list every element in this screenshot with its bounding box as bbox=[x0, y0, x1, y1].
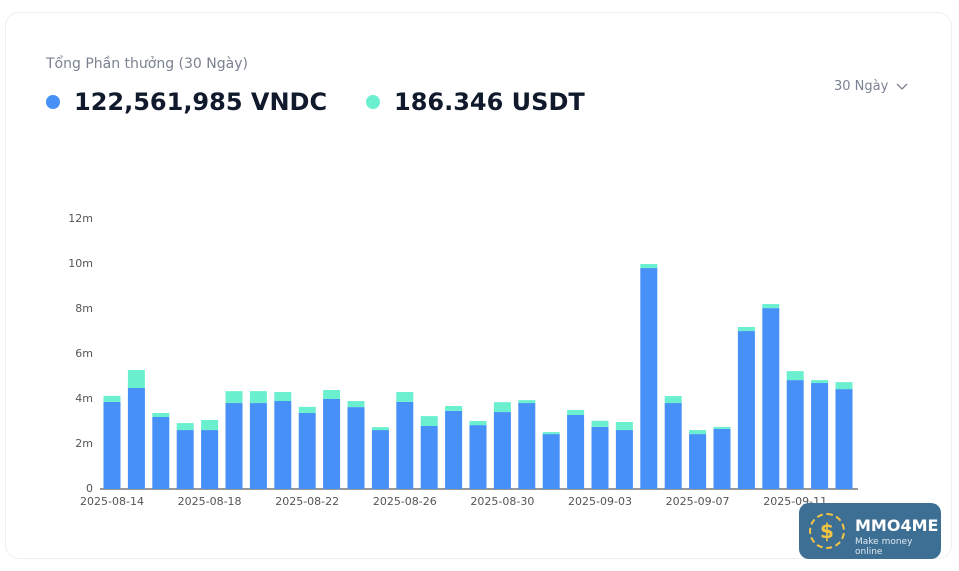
bar-segment bbox=[786, 380, 804, 489]
bar-segment bbox=[591, 426, 609, 489]
period-dropdown[interactable]: 30 Ngày bbox=[834, 79, 908, 94]
bar-segment bbox=[640, 264, 658, 269]
bar-segment bbox=[152, 412, 170, 417]
bar-segment bbox=[518, 400, 536, 404]
bar-segment bbox=[225, 403, 243, 489]
bar-segment bbox=[664, 403, 682, 489]
bar-segment bbox=[786, 371, 804, 381]
y-tick-label: 0 bbox=[86, 482, 93, 495]
bar-segment bbox=[493, 402, 511, 413]
bar-segment bbox=[249, 403, 267, 489]
legend-item: 186.346 USDT bbox=[366, 88, 585, 116]
bar-segment bbox=[201, 419, 219, 431]
bar-segment bbox=[298, 406, 316, 413]
card bbox=[5, 12, 952, 559]
bar-segment bbox=[762, 308, 780, 489]
legend-item: 122,561,985 VNDC bbox=[46, 88, 327, 116]
bar-segment bbox=[298, 412, 316, 489]
bar-segment bbox=[615, 421, 633, 431]
bar-segment bbox=[396, 392, 414, 402]
legend-swatch bbox=[46, 95, 60, 109]
y-tick-label: 8m bbox=[75, 302, 93, 315]
bar-segment bbox=[176, 430, 194, 489]
x-tick-label: 2025-08-30 bbox=[470, 495, 534, 508]
x-tick-label: 2025-08-18 bbox=[178, 495, 242, 508]
legend-label: 122,561,985 VNDC bbox=[74, 88, 328, 116]
bar-segment bbox=[127, 369, 145, 388]
bar-segment bbox=[811, 383, 829, 489]
bar-segment bbox=[371, 427, 389, 431]
bar-segment bbox=[713, 428, 731, 489]
x-tick-label: 2025-09-07 bbox=[666, 495, 730, 508]
x-tick-label: 2025-08-14 bbox=[80, 495, 144, 508]
bar-segment bbox=[274, 392, 292, 402]
y-tick-label: 10m bbox=[68, 257, 93, 270]
x-tick-label: 2025-08-22 bbox=[275, 495, 339, 508]
bar-segment bbox=[835, 382, 853, 390]
bar-segment bbox=[249, 391, 267, 404]
bar-segment bbox=[591, 420, 609, 427]
card-title: Tổng Phần thưởng (30 Ngày) bbox=[46, 56, 248, 72]
bar-segment bbox=[737, 331, 755, 489]
bar-segment bbox=[127, 387, 145, 489]
x-tick-label: 2025-08-26 bbox=[373, 495, 437, 508]
bar-segment bbox=[567, 410, 585, 415]
bar-segment bbox=[615, 430, 633, 489]
bar-segment bbox=[640, 268, 658, 489]
bar-segment bbox=[469, 425, 487, 489]
bar-segment bbox=[469, 421, 487, 426]
bar-segment bbox=[713, 426, 731, 429]
y-tick-label: 4m bbox=[75, 392, 93, 405]
bar-segment bbox=[323, 399, 341, 489]
bar-segment bbox=[347, 407, 365, 489]
y-tick-label: 12m bbox=[68, 212, 93, 225]
brand: MMO4ME bbox=[855, 516, 939, 535]
bar-segment bbox=[225, 391, 243, 404]
bar-segment bbox=[176, 423, 194, 431]
bar-segment bbox=[811, 380, 829, 384]
bar-segment bbox=[201, 430, 219, 489]
bar-segment bbox=[493, 412, 511, 489]
y-tick-label: 2m bbox=[75, 437, 93, 450]
watermark: $ MMO4ME Make money online bbox=[799, 503, 941, 559]
bar-segment bbox=[420, 426, 438, 489]
bar-segment bbox=[567, 414, 585, 489]
bar-segment bbox=[542, 434, 560, 489]
bar-segment bbox=[689, 430, 707, 435]
legend-label: 186.346 USDT bbox=[394, 88, 585, 116]
bar-segment bbox=[445, 405, 463, 411]
bar-segment bbox=[323, 390, 341, 399]
bar-segment bbox=[518, 403, 536, 489]
chevron bbox=[896, 83, 908, 90]
bar-segment bbox=[542, 432, 560, 435]
bar-segment bbox=[274, 401, 292, 489]
bar-segment bbox=[420, 416, 438, 426]
tagline: Make money online bbox=[855, 537, 913, 557]
bar-segment bbox=[371, 430, 389, 489]
bar-segment bbox=[664, 396, 682, 404]
y-tick-label: 6m bbox=[75, 347, 93, 360]
bar-segment bbox=[103, 395, 121, 402]
bar-segment bbox=[737, 327, 755, 332]
bar-segment bbox=[762, 304, 780, 309]
bar-segment bbox=[689, 434, 707, 489]
x-tick-label: 2025-09-03 bbox=[568, 495, 632, 508]
legend-swatch bbox=[366, 95, 380, 109]
logo: $ bbox=[809, 513, 845, 549]
bar-segment bbox=[396, 401, 414, 489]
bar-segment bbox=[347, 401, 365, 408]
bar-segment bbox=[445, 410, 463, 489]
bar-segment bbox=[835, 389, 853, 489]
bar-segment bbox=[152, 417, 170, 489]
period-label: 30 Ngày bbox=[834, 79, 889, 94]
bar-segment bbox=[103, 401, 121, 489]
